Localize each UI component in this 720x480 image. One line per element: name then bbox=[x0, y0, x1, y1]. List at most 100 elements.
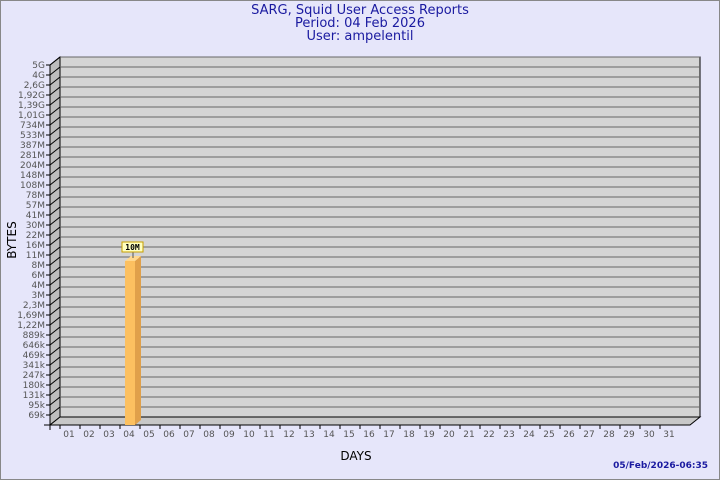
y-tick-label: 22M bbox=[26, 231, 45, 241]
gridline-diagonal bbox=[49, 366, 61, 376]
x-tick-label: 21 bbox=[463, 430, 474, 440]
gridline-diagonal bbox=[49, 306, 61, 316]
period-subtitle: Period: 04 Feb 2026 bbox=[295, 16, 425, 31]
x-tick-label: 31 bbox=[663, 430, 674, 440]
bar-side bbox=[135, 255, 141, 425]
y-tick-label: 30M bbox=[26, 221, 45, 231]
bar-label-box bbox=[121, 241, 144, 253]
y-tick-label: 1,39G bbox=[18, 101, 45, 111]
gridline-diagonal bbox=[49, 336, 61, 346]
gridline-diagonal bbox=[49, 286, 61, 296]
x-tick-label: 11 bbox=[263, 430, 274, 440]
gridline-diagonal bbox=[49, 376, 61, 386]
y-tick-label: 6M bbox=[32, 271, 46, 281]
x-tick-label: 03 bbox=[103, 430, 114, 440]
y-tick-label: 148M bbox=[20, 171, 45, 181]
y-tick-label: 469k bbox=[23, 351, 46, 361]
gridline-diagonal bbox=[49, 126, 61, 136]
y-tick-label: 41M bbox=[26, 211, 45, 221]
x-tick-label: 27 bbox=[583, 430, 594, 440]
gridline-diagonal bbox=[49, 256, 61, 266]
y-tick-label: 1,01G bbox=[18, 111, 45, 121]
gridline-diagonal bbox=[49, 76, 61, 86]
x-tick-label: 16 bbox=[363, 430, 375, 440]
y-tick-label: 1,22M bbox=[17, 321, 45, 331]
y-tick-label: 2,6G bbox=[24, 81, 45, 91]
x-tick-label: 02 bbox=[83, 430, 94, 440]
y-tick-label: 5G bbox=[32, 61, 45, 71]
gridline-diagonal bbox=[49, 266, 61, 276]
y-tick-label: 341k bbox=[23, 361, 46, 371]
x-tick-label: 28 bbox=[603, 430, 615, 440]
gridline-diagonal bbox=[49, 166, 61, 176]
y-tick-label: 69k bbox=[28, 411, 45, 421]
generated-timestamp: 05/Feb/2026-06:35 bbox=[613, 461, 708, 471]
gridline-diagonal bbox=[49, 236, 61, 246]
x-tick-label: 24 bbox=[523, 430, 535, 440]
y-tick-label: 204M bbox=[20, 161, 45, 171]
gridline-diagonal bbox=[49, 156, 61, 166]
x-tick-label: 19 bbox=[423, 430, 435, 440]
y-tick-label: 8M bbox=[32, 261, 46, 271]
gridline-diagonal bbox=[49, 56, 61, 66]
x-tick-label: 18 bbox=[403, 430, 415, 440]
gridline-diagonal bbox=[49, 316, 61, 326]
gridline-diagonal bbox=[49, 226, 61, 236]
gridline-diagonal bbox=[49, 346, 61, 356]
gridline-diagonal bbox=[49, 396, 61, 406]
y-tick-label: 387M bbox=[20, 141, 45, 151]
x-tick-label: 13 bbox=[303, 430, 314, 440]
gridline-diagonal bbox=[49, 296, 61, 306]
x-tick-label: 15 bbox=[343, 430, 354, 440]
gridline-diagonal bbox=[49, 116, 61, 126]
x-tick-label: 05 bbox=[143, 430, 154, 440]
x-tick-label: 04 bbox=[123, 430, 135, 440]
x-tick-label: 08 bbox=[203, 430, 215, 440]
x-tick-label: 12 bbox=[283, 430, 294, 440]
x-tick-label: 26 bbox=[563, 430, 575, 440]
gridline-diagonal bbox=[49, 86, 61, 96]
gridline-diagonal bbox=[49, 276, 61, 286]
y-tick-label: 108M bbox=[20, 181, 45, 191]
gridline-diagonal bbox=[49, 356, 61, 366]
x-tick-label: 30 bbox=[643, 430, 655, 440]
y-tick-label: 281M bbox=[20, 151, 45, 161]
x-tick-label: 20 bbox=[443, 430, 455, 440]
y-tick-label: 78M bbox=[26, 191, 45, 201]
y-tick-label: 1,69M bbox=[17, 311, 45, 321]
bar-top bbox=[125, 255, 141, 261]
x-tick-label: 17 bbox=[383, 430, 394, 440]
x-tick-label: 10 bbox=[243, 430, 255, 440]
y-tick-label: 3M bbox=[32, 291, 46, 301]
y-tick-label: 1,92G bbox=[18, 91, 45, 101]
gridline-diagonal bbox=[49, 386, 61, 396]
user-subtitle: User: ampelentil bbox=[306, 29, 414, 44]
x-tick-label: 09 bbox=[223, 430, 235, 440]
x-tick-label: 01 bbox=[63, 430, 74, 440]
bar-value-label: 10M bbox=[125, 243, 140, 252]
gridline-diagonal bbox=[49, 326, 61, 336]
gridline-diagonal bbox=[49, 196, 61, 206]
gridline-diagonal bbox=[49, 246, 61, 256]
plot-floor bbox=[48, 416, 702, 426]
gridline-diagonal bbox=[49, 106, 61, 116]
y-tick-label: 131k bbox=[23, 391, 46, 401]
y-tick-label: 247k bbox=[23, 371, 46, 381]
y-axis-label: BYTES bbox=[5, 221, 19, 258]
y-tick-label: 4M bbox=[32, 281, 46, 291]
chart-title: SARG, Squid User Access Reports bbox=[251, 3, 469, 18]
y-tick-label: 180k bbox=[23, 381, 46, 391]
x-axis-label: DAYS bbox=[340, 449, 371, 463]
gridline-diagonal bbox=[49, 186, 61, 196]
y-tick-label: 16M bbox=[26, 241, 45, 251]
x-tick-label: 25 bbox=[543, 430, 554, 440]
x-tick-label: 07 bbox=[183, 430, 194, 440]
y-tick-label: 889k bbox=[23, 331, 46, 341]
x-tick-label: 14 bbox=[323, 430, 335, 440]
x-tick-label: 06 bbox=[163, 430, 175, 440]
y-tick-label: 646k bbox=[23, 341, 46, 351]
y-tick-label: 4G bbox=[32, 71, 45, 81]
gridline-diagonal bbox=[49, 146, 61, 156]
gridline-diagonal bbox=[49, 176, 61, 186]
x-tick-label: 23 bbox=[503, 430, 514, 440]
